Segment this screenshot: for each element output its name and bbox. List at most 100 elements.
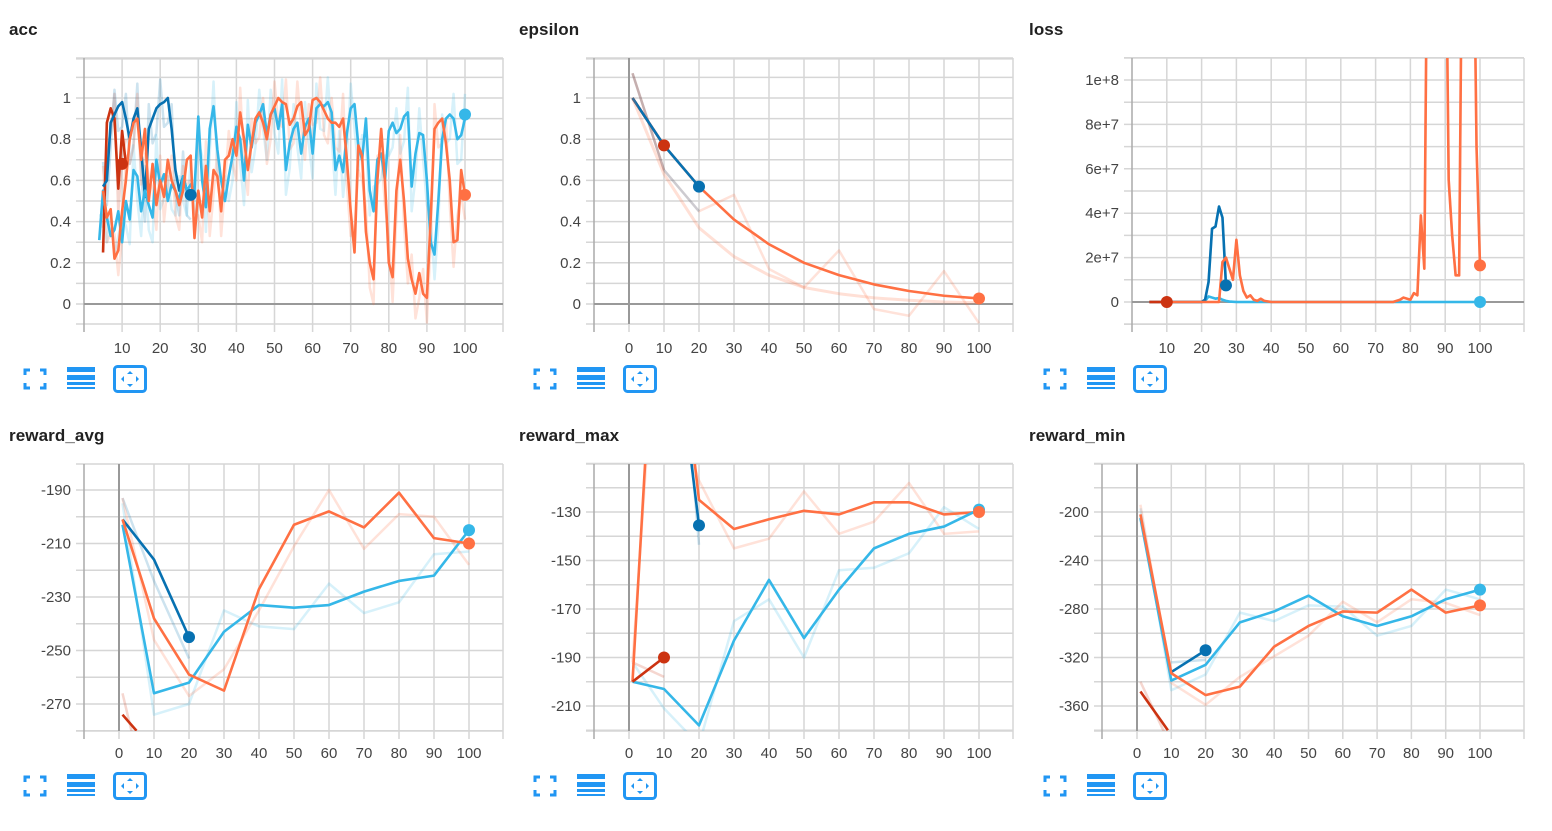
svg-text:1: 1 [63,90,71,107]
chart-plot[interactable]: 0 10 20 30 40 50 60 70 80 90 100 0 0.2 0.4 0.6 0.8 1 [510,0,1020,406]
svg-text:90: 90 [419,340,436,357]
toggle-data-table-button[interactable] [1086,773,1116,802]
fit-to-screen-icon [23,368,47,395]
svg-text:30: 30 [1228,340,1245,357]
svg-text:-190: -190 [41,482,71,499]
svg-text:20: 20 [691,340,708,357]
svg-text:30: 30 [216,745,233,762]
series-run_orange [101,96,467,300]
chart-toolbar [530,771,674,803]
chart-toolbar [1040,771,1184,802]
fit-to-screen-button[interactable] [530,367,560,395]
chart-panel-epsilon: epsilon 0 10 20 30 40 50 60 70 80 90 100 0 0.2 0.4 0.6… [510,0,1020,406]
chart-panel-reward-min: reward_min 0 10 20 30 40 50 60 70 80 90 100 -360 -32… [1020,406,1552,831]
expand-chart-icon [623,364,657,398]
end-marker-dot [1474,599,1486,612]
svg-text:10: 10 [146,745,163,762]
series-run_dark_red [121,713,138,731]
end-marker-dot [658,651,670,664]
expand-chart-button[interactable] [1132,364,1168,398]
toggle-data-table-button[interactable] [66,366,96,395]
end-marker-dot [1160,296,1173,308]
chart-title: reward_max [519,426,620,445]
expand-chart-icon [1133,364,1167,398]
series-lines [1139,504,1481,731]
toggle-data-table-button[interactable] [1086,366,1116,395]
svg-text:100: 100 [1467,340,1492,357]
svg-text:80: 80 [391,745,408,762]
series-run_light_blue [632,508,980,727]
svg-text:50: 50 [286,745,303,762]
end-markers [658,503,985,664]
axis-tick-labels: 0 10 20 30 40 50 60 70 80 90 100 -270 -250 -230 -210 -1… [41,482,482,762]
end-markers [116,108,471,201]
svg-text:60: 60 [304,340,321,357]
toggle-data-table-button[interactable] [66,773,96,803]
fit-to-screen-button[interactable] [20,367,50,395]
fit-to-screen-button[interactable] [530,774,560,802]
expand-chart-icon [113,364,147,398]
svg-text:30: 30 [1232,745,1249,762]
data-table-icon [577,773,605,803]
svg-text:0: 0 [625,745,633,762]
chart-title: loss [1029,20,1064,39]
fit-to-screen-button[interactable] [1040,774,1070,802]
expand-chart-button[interactable] [1132,771,1168,802]
grid [586,57,1014,332]
series-lines [97,76,467,324]
data-table-icon [67,773,95,803]
expand-chart-button[interactable] [622,364,658,398]
svg-text:1: 1 [573,90,581,107]
chart-plot[interactable]: 0 10 20 30 40 50 60 70 80 90 100 -360 -320 -280 -240 -2… [1020,406,1552,831]
svg-text:70: 70 [356,745,373,762]
fit-to-screen-button[interactable] [1040,367,1070,395]
series-run_dark_blue [121,518,191,638]
svg-text:50: 50 [1298,340,1315,357]
svg-text:0.8: 0.8 [560,131,581,148]
end-marker-dot [1199,644,1212,657]
data-table-icon [577,366,605,396]
toggle-data-table-button[interactable] [576,366,606,396]
series-run_orange [631,464,980,682]
svg-text:-210: -210 [41,536,71,553]
svg-text:80: 80 [901,745,918,762]
end-marker-dot [183,631,195,644]
svg-text:30: 30 [190,340,207,357]
expand-chart-button[interactable] [112,364,148,398]
chart-plot[interactable]: 0 10 20 30 40 50 60 70 80 90 100 -210 -190 -170 -150 -1… [510,406,1020,831]
expand-chart-button[interactable] [622,771,658,802]
svg-text:10: 10 [656,745,673,762]
svg-text:1e+8: 1e+8 [1085,72,1119,89]
svg-text:90: 90 [936,745,953,762]
chart-plot[interactable]: 10 20 30 40 50 60 70 80 90 100 0 0.2 0.4 0.6 0.8 1 [0,0,510,406]
chart-plot[interactable]: 0 10 20 30 40 50 60 70 80 90 100 -270 -250 -230 -210 -1… [0,406,510,831]
series-run_dark_blue [1170,649,1207,674]
toggle-data-table-button[interactable] [576,773,606,803]
series-run_dark_red [101,107,128,253]
svg-text:60: 60 [831,745,848,762]
svg-text:-150: -150 [551,553,581,570]
svg-text:70: 70 [866,340,883,357]
svg-text:60: 60 [831,340,848,357]
svg-text:50: 50 [266,340,283,357]
series-run_dark_blue [690,464,701,526]
svg-text:40: 40 [761,340,778,357]
end-marker-dot [463,537,475,550]
svg-text:20: 20 [152,340,169,357]
svg-text:40: 40 [761,745,778,762]
expand-chart-icon [113,771,147,805]
axis-tick-labels: 0 10 20 30 40 50 60 70 80 90 100 0 0.2 0.4 0.6 0.8 1 [560,90,991,357]
svg-text:-200: -200 [1059,504,1089,521]
series-run_light_blue [121,524,471,695]
chart-plot[interactable]: 10 20 30 40 50 60 70 80 90 100 0 2e+7 4e+7 6e+7 8e+7 1e… [1020,0,1552,406]
chart-panel-reward-avg: reward_avg 0 10 20 30 40 50 60 70 80 90 100 -270 -25… [0,406,510,831]
svg-text:40: 40 [1263,340,1280,357]
svg-text:70: 70 [342,340,359,357]
chart-title: reward_avg [9,426,105,445]
end-marker-dot [1219,279,1232,292]
expand-chart-button[interactable] [112,771,148,805]
end-marker-dot [1474,583,1486,596]
svg-text:0.2: 0.2 [50,255,71,272]
fit-to-screen-button[interactable] [20,774,50,802]
svg-text:40: 40 [1266,745,1283,762]
